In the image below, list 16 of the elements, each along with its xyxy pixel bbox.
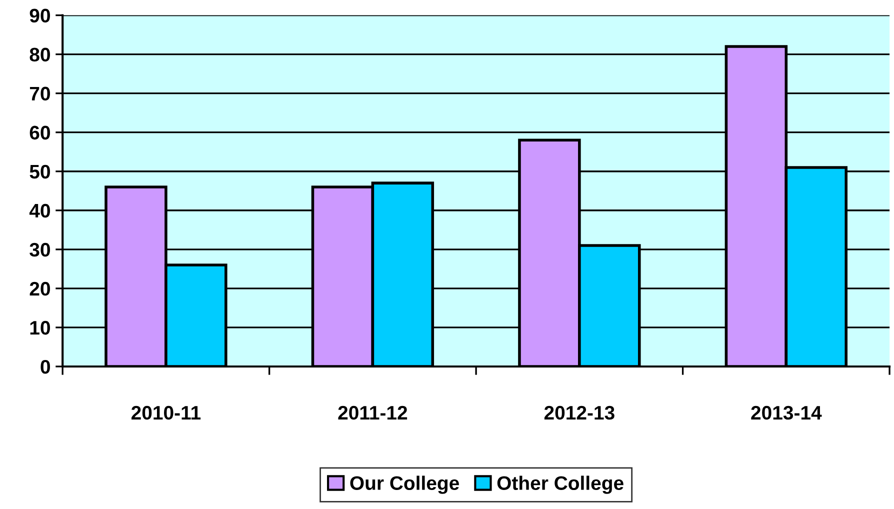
x-tick-label: 2013-14 — [751, 406, 822, 420]
y-tick-label: 70 — [30, 86, 50, 101]
y-tick-label: 40 — [29, 204, 50, 218]
y-tick-label: 30 — [30, 242, 50, 257]
legend-label: Our College — [350, 476, 459, 494]
x-tick-label: 2010-11 — [131, 406, 201, 420]
y-tick-label: 0 — [40, 360, 50, 374]
y-tick-label: 80 — [30, 48, 50, 62]
y-tick-label: 10 — [30, 320, 50, 335]
x-tick-label: 2012-13 — [544, 406, 614, 420]
y-tick-label: 60 — [30, 126, 50, 140]
legend-label: Other College — [497, 476, 624, 494]
x-tick-label: 2011-12 — [338, 406, 408, 420]
y-tick-label: 20 — [30, 282, 50, 296]
y-tick-label: 50 — [30, 164, 50, 179]
y-tick-label: 90 — [30, 8, 50, 23]
